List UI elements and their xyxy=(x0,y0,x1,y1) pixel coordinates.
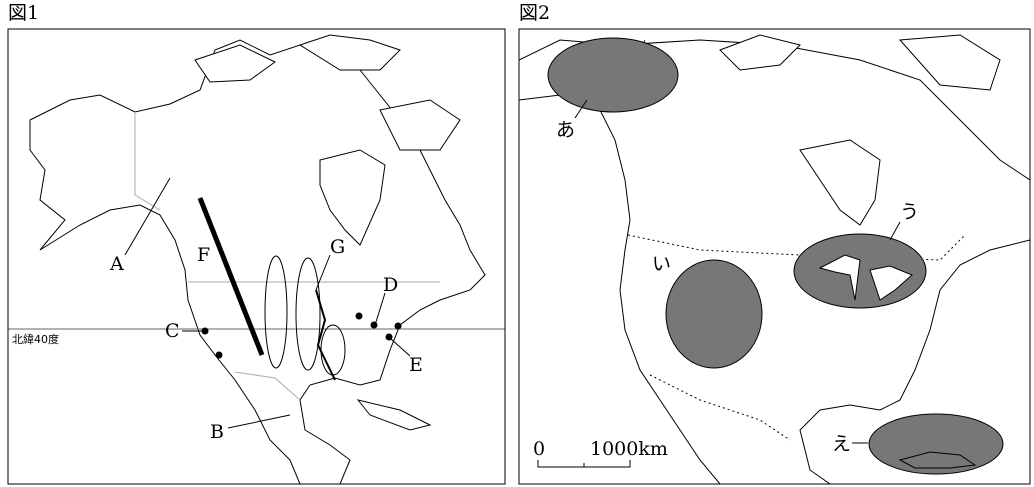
island xyxy=(356,399,432,431)
frame xyxy=(7,28,506,485)
landmass xyxy=(29,39,486,484)
scale-distance: 1000km xyxy=(590,438,668,460)
map-1: 北緯40度 A B C D E F G xyxy=(8,34,505,484)
map-2: あ い う え 0 1000km xyxy=(519,34,1030,484)
island xyxy=(379,99,461,151)
island xyxy=(194,44,276,83)
great-lakes xyxy=(818,254,913,301)
scale-zero: 0 xyxy=(533,438,545,460)
latitude-label: 北緯40度 xyxy=(12,332,59,346)
ellipse xyxy=(295,257,321,371)
map-label: え xyxy=(832,433,851,455)
line-f xyxy=(197,197,265,356)
frame xyxy=(518,28,1031,485)
leaders xyxy=(124,177,411,429)
leader xyxy=(889,221,901,241)
map-label: D xyxy=(383,274,398,296)
map-label: A xyxy=(109,253,124,275)
map-label: あ xyxy=(556,119,575,141)
island xyxy=(298,34,401,71)
border xyxy=(611,39,966,441)
map-label: B xyxy=(210,421,224,443)
cuba xyxy=(898,451,977,469)
map-label: い xyxy=(652,253,671,275)
zone xyxy=(665,259,763,369)
landmass xyxy=(519,39,1030,484)
island xyxy=(898,34,1001,91)
ellipse xyxy=(264,255,288,369)
map-label: E xyxy=(409,354,423,376)
points xyxy=(201,312,402,359)
map-label: C xyxy=(165,320,180,342)
scale-bar xyxy=(537,460,631,468)
line-g xyxy=(315,289,336,381)
figure-title: 図2 xyxy=(519,2,550,24)
zone xyxy=(547,37,679,113)
map-label: う xyxy=(900,201,919,223)
hudson-bay xyxy=(799,139,881,226)
border xyxy=(134,112,440,401)
zone xyxy=(793,233,927,309)
figure-title: 図1 xyxy=(8,2,39,24)
map-label: F xyxy=(197,244,210,266)
leader xyxy=(574,99,588,119)
zone xyxy=(868,413,1004,475)
hudson-bay xyxy=(319,149,386,246)
island xyxy=(719,34,801,71)
map-label: G xyxy=(330,236,345,258)
